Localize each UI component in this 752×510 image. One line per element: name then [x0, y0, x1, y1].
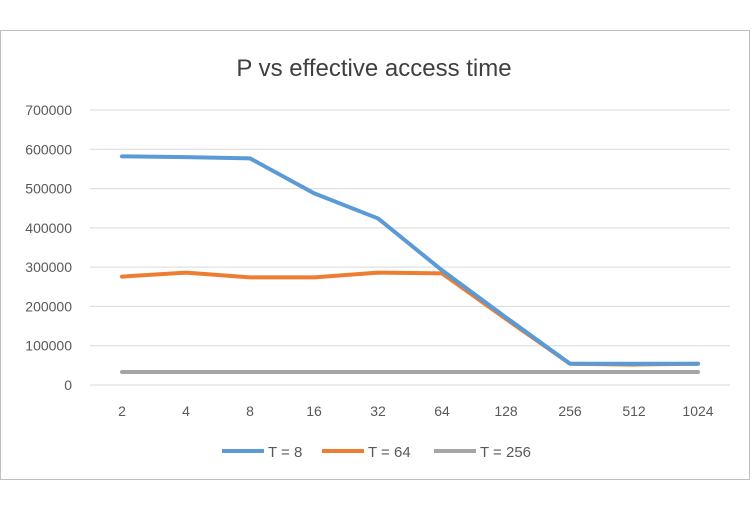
- x-tick-label: 32: [370, 403, 386, 419]
- x-tick-label: 2: [118, 403, 126, 419]
- legend-item: T = 8: [222, 444, 302, 461]
- series-lines: [120, 154, 700, 375]
- x-tick-label: 512: [622, 403, 646, 419]
- series-line-t-8: [120, 154, 700, 366]
- legend: T = 8 T = 64 T = 256: [222, 444, 531, 461]
- x-axis-tick-labels: 2 4 8 16 32 64 128 256 512 1024: [118, 403, 714, 419]
- chart-area: [0, 30, 750, 480]
- series-line-t-64: [120, 270, 700, 367]
- y-tick-label: 400000: [25, 220, 72, 236]
- x-tick-label: 64: [434, 403, 450, 419]
- x-tick-label: 4: [182, 403, 190, 419]
- y-tick-label: 0: [64, 377, 72, 393]
- y-tick-label: 200000: [25, 298, 72, 314]
- legend-item: T = 256: [434, 444, 531, 461]
- legend-label: T = 8: [268, 444, 302, 461]
- y-tick-label: 600000: [25, 141, 72, 157]
- x-tick-label: 16: [306, 403, 322, 419]
- legend-label: T = 64: [368, 444, 411, 461]
- y-tick-label: 300000: [25, 259, 72, 275]
- y-tick-label: 700000: [25, 102, 72, 118]
- y-tick-label: 500000: [25, 181, 72, 197]
- gridlines: [90, 109, 730, 386]
- y-axis-tick-labels: 0 100000 200000 300000 400000 500000 600000 700…: [25, 102, 72, 393]
- chart-title: P vs effective access time: [236, 55, 511, 82]
- legend-item: T = 64: [322, 444, 411, 461]
- x-tick-label: 1024: [682, 403, 713, 419]
- x-tick-label: 256: [558, 403, 582, 419]
- legend-label: T = 256: [480, 444, 531, 461]
- x-tick-label: 128: [494, 403, 518, 419]
- y-tick-label: 100000: [25, 338, 72, 354]
- x-tick-label: 8: [246, 403, 254, 419]
